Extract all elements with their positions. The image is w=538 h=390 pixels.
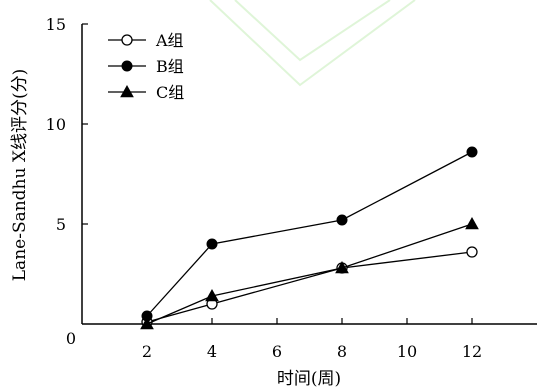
watermark [209, 0, 416, 87]
x-tick-label: 10 [397, 342, 417, 361]
x-tick-label: 4 [207, 342, 217, 361]
data-point-series-3 [335, 260, 349, 274]
data-point-series-3 [205, 288, 219, 302]
x-tick-label: 2 [142, 342, 152, 361]
y-axis-label: Lane-Sandhu X线评分(分) [10, 69, 30, 281]
y-tick-label: 5 [56, 215, 66, 234]
data-point-series-3 [465, 216, 479, 230]
series-line-1 [146, 251, 473, 323]
data-point-series-2 [466, 146, 478, 158]
legend-label: C组 [156, 83, 184, 102]
data-point-series-3 [140, 316, 154, 330]
series-line-3 [146, 223, 473, 325]
series-group [140, 146, 479, 330]
legend-label: B组 [156, 57, 184, 76]
series-line-2 [146, 151, 473, 317]
x-tick-label: 6 [272, 342, 282, 361]
legend-marker [121, 34, 133, 46]
legend-marker [120, 84, 134, 98]
data-point-series-2 [206, 238, 218, 250]
x-tick-label: 8 [337, 342, 347, 361]
legend: A组 B组 C组 [108, 31, 184, 102]
data-point-series-1 [466, 246, 478, 258]
legend-label: A组 [155, 31, 184, 50]
y-tick-label: 10 [46, 115, 66, 134]
x-tick-label: 12 [462, 342, 482, 361]
y-tick-label: 15 [46, 15, 66, 34]
ticks: 2 4 6 8 10 12 0 5 10 15 [46, 15, 483, 361]
axes [81, 24, 537, 325]
data-point-series-2 [336, 214, 348, 226]
y-tick-label: 0 [66, 329, 76, 348]
x-axis-label: 时间(周) [277, 369, 341, 389]
legend-marker [121, 60, 133, 72]
